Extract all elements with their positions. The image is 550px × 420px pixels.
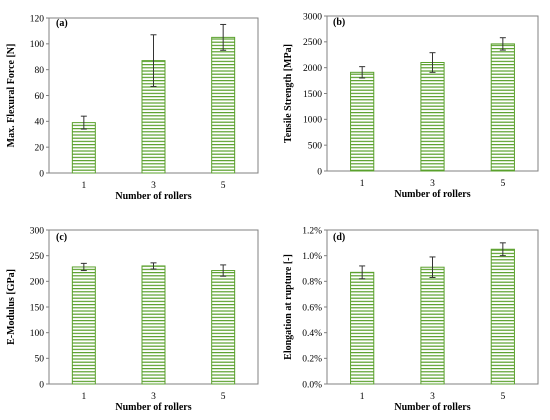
y-tick-label: 1.0% — [302, 252, 322, 262]
x-tick-label: 5 — [221, 181, 226, 191]
x-axis-title: Number of rollers — [394, 402, 470, 413]
bar — [420, 62, 445, 172]
x-tick-label: 5 — [221, 392, 226, 402]
chart-panel-b: 0 500 1000 1500 2000 2500 3000 1 3 5 Number of rol… — [283, 12, 539, 200]
y-tick-label: 0.8% — [302, 278, 322, 288]
x-axis-title: Number of rollers — [115, 402, 191, 413]
y-axis-title: Elongation at rupture [-] — [283, 254, 294, 360]
y-tick-label: 100 — [30, 329, 45, 339]
x-axis-title: Number of rollers — [394, 189, 470, 200]
y-tick-label: 0.0% — [302, 380, 322, 390]
y-tick-label: 120 — [30, 14, 45, 24]
y-tick-label: 2000 — [303, 64, 322, 74]
y-tick-label: 1500 — [303, 90, 322, 100]
x-tick-label: 1 — [81, 392, 86, 402]
y-tick-label: 200 — [30, 278, 45, 288]
bar — [211, 36, 236, 174]
bar — [71, 122, 96, 174]
y-tick-label: 0.2% — [302, 355, 322, 365]
y-tick-label: 0 — [39, 380, 44, 390]
y-tick-label: 100 — [30, 40, 45, 50]
bar — [490, 43, 515, 172]
x-tick-label: 3 — [430, 392, 435, 402]
bar — [141, 265, 166, 385]
chart-panel-a: 0 20 40 60 80 100 120 1 3 5 Number of rollers Max. … — [6, 14, 259, 202]
y-tick-label: 0 — [317, 167, 322, 177]
x-tick-label: 5 — [500, 179, 505, 189]
x-tick-label: 1 — [81, 181, 86, 191]
y-tick-label: 50 — [35, 355, 45, 365]
bar — [71, 266, 96, 385]
x-tick-label: 5 — [500, 392, 505, 402]
bar — [350, 271, 375, 385]
y-tick-label: 3000 — [303, 12, 322, 22]
y-tick-label: 300 — [30, 226, 45, 236]
x-tick-label: 3 — [151, 181, 156, 191]
y-tick-label: 60 — [35, 92, 45, 102]
bar — [350, 71, 375, 172]
x-tick-label: 1 — [360, 179, 365, 189]
y-tick-label: 150 — [30, 303, 45, 313]
y-tick-label: 2500 — [303, 38, 322, 48]
y-tick-label: 0.6% — [302, 303, 322, 313]
x-axis-title: Number of rollers — [115, 191, 191, 202]
y-tick-label: 1000 — [303, 116, 322, 126]
x-tick-label: 3 — [151, 392, 156, 402]
y-axis-title: E-Modulus [GPa] — [6, 269, 17, 345]
y-tick-label: 0 — [39, 169, 44, 179]
panel-label-b: (b) — [333, 17, 345, 28]
bar — [490, 248, 515, 385]
y-tick-label: 0.4% — [302, 329, 322, 339]
y-tick-label: 1.2% — [302, 226, 322, 236]
bar — [420, 266, 445, 385]
chart-panel-d: 0.0% 0.2% 0.4% 0.6% 0.8% 1.0% 1.2% 1 3 5 Number of… — [283, 226, 539, 413]
y-tick-label: 40 — [35, 118, 45, 128]
y-axis-title: Max. Flexural Force [N] — [6, 44, 17, 148]
y-tick-label: 500 — [308, 141, 323, 151]
chart-panel-c: 0 50 100 150 200 250 300 1 3 5 Number of rollers E-… — [6, 226, 259, 413]
y-tick-label: 80 — [35, 66, 45, 76]
x-tick-label: 3 — [430, 179, 435, 189]
panel-label-c: (c) — [56, 232, 67, 243]
panel-label-a: (a) — [56, 18, 68, 29]
panel-label-d: (d) — [333, 232, 345, 243]
y-tick-label: 20 — [35, 143, 45, 153]
bar — [211, 270, 236, 385]
x-tick-label: 1 — [360, 392, 365, 402]
y-axis-title: Tensile Strength [MPa] — [283, 44, 294, 143]
y-tick-label: 250 — [30, 252, 45, 262]
